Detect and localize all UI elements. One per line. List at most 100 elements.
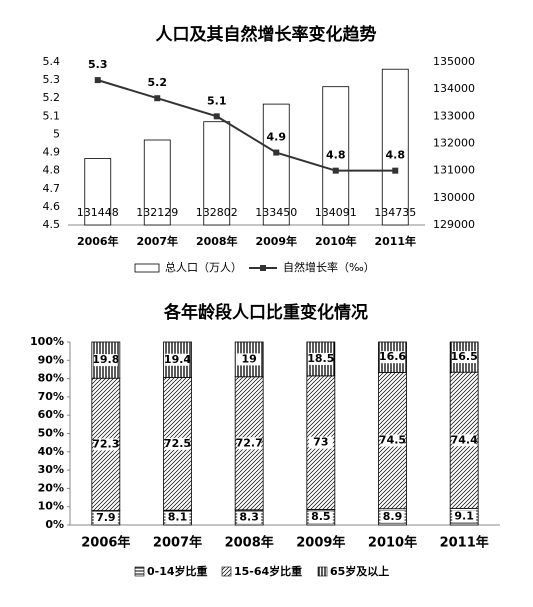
y-tick-label: 5.1 (43, 109, 61, 122)
x-tick-label: 2008年 (225, 535, 274, 551)
marker (154, 95, 161, 102)
y2-tick-label: 131000 (433, 164, 475, 177)
data-label: 18.5 (307, 352, 334, 365)
x-tick-label: 2010年 (315, 234, 357, 248)
legend-label: 15-64岁比重 (234, 564, 302, 578)
x-tick-label: 2010年 (368, 535, 417, 551)
data-label: 4.8 (386, 149, 406, 162)
data-label: 134091 (315, 206, 357, 219)
marker (392, 167, 399, 174)
bar (322, 86, 350, 226)
y2-tick-label: 133000 (433, 109, 475, 122)
label-box (165, 353, 190, 366)
data-label: 8.3 (239, 510, 259, 523)
y-tick-label: 90% (38, 353, 64, 366)
y-tick-label: 4.7 (43, 182, 61, 195)
y-tick-label: 30% (38, 463, 64, 476)
bar (203, 121, 231, 226)
bar (381, 68, 409, 226)
y-tick-label: 5.4 (43, 55, 61, 68)
legend-swatch (260, 265, 266, 271)
data-label: 74.5 (379, 434, 406, 447)
y-tick-label: 50% (38, 427, 64, 440)
label-box (165, 511, 190, 524)
y-tick-label: 0% (45, 518, 64, 531)
y-tick-label: 80% (38, 372, 64, 385)
data-label: 8.5 (311, 510, 331, 523)
label-box (93, 354, 118, 367)
legend-swatch (317, 566, 328, 577)
legend-label: 自然增长率（‰） (283, 260, 375, 274)
label-box (308, 511, 333, 524)
y2-tick-label: 135000 (433, 55, 475, 68)
bar (262, 103, 290, 226)
data-label: 72.3 (92, 437, 119, 450)
y-tick-label: 5.2 (43, 91, 61, 104)
data-label: 72.7 (236, 436, 263, 449)
data-label: 5.3 (88, 58, 108, 71)
legend-label: 65岁及以上 (330, 564, 389, 578)
data-label: 133450 (255, 206, 297, 219)
y-tick-label: 4.8 (43, 164, 61, 177)
y-tick-label: 4.9 (43, 146, 61, 159)
data-label: 5.2 (148, 76, 168, 89)
label-box (380, 510, 405, 523)
data-label: 131448 (77, 206, 119, 219)
line (97, 79, 396, 172)
data-label: 7.9 (96, 511, 116, 524)
data-label: 16.5 (451, 350, 478, 363)
marker (332, 167, 339, 174)
y-tick-label: 5.3 (43, 73, 61, 86)
legend-swatch (134, 566, 145, 577)
y-tick-label: 60% (38, 408, 64, 421)
y-tick-label: 10% (38, 500, 64, 513)
data-label: 8.9 (383, 510, 403, 523)
marker (94, 77, 101, 84)
bar (84, 158, 112, 226)
data-label: 4.9 (267, 131, 287, 144)
x-tick-label: 2011年 (440, 535, 489, 551)
data-label: 72.5 (164, 437, 191, 450)
chart-title: 各年龄段人口比重变化情况 (163, 302, 368, 323)
x-tick-label: 2008年 (196, 234, 238, 248)
y2-tick-label: 132000 (433, 137, 475, 150)
legend-swatch (134, 263, 160, 273)
x-tick-label: 2007年 (136, 234, 178, 248)
legend-swatch (221, 566, 232, 577)
y2-tick-label: 130000 (433, 191, 475, 204)
data-label: 132129 (136, 206, 178, 219)
y-tick-label: 5 (53, 127, 60, 140)
x-tick-label: 2011年 (374, 234, 416, 248)
label-box (93, 438, 118, 451)
bar (143, 139, 171, 226)
chart-title: 人口及其自然增长率变化趋势 (156, 24, 377, 45)
legend-label: 0-14岁比重 (147, 564, 208, 578)
data-label: 73 (313, 436, 328, 449)
label-box (452, 434, 477, 447)
data-label: 4.8 (326, 149, 346, 162)
label-box (380, 434, 405, 447)
data-label: 74.4 (451, 433, 478, 446)
y-tick-label: 40% (38, 445, 64, 458)
x-tick-label: 2009年 (296, 535, 345, 551)
data-label: 132802 (196, 206, 238, 219)
y-tick-label: 100% (30, 335, 64, 348)
label-box (237, 437, 262, 450)
label-box (165, 437, 190, 450)
label-box (93, 511, 118, 524)
x-tick-label: 2006年 (77, 234, 119, 248)
label-box (308, 352, 333, 365)
x-tick-label: 2007年 (153, 535, 202, 551)
marker (213, 113, 220, 120)
label-box (452, 510, 477, 523)
y-tick-label: 4.6 (43, 200, 61, 213)
data-label: 19.8 (92, 353, 119, 366)
x-tick-label: 2006年 (81, 535, 130, 551)
x-tick-label: 2009年 (255, 234, 297, 248)
y-tick-label: 20% (38, 481, 64, 494)
label-box (452, 351, 477, 364)
data-label: 19.4 (164, 353, 191, 366)
data-label: 5.1 (207, 94, 227, 107)
label-box (237, 511, 262, 524)
